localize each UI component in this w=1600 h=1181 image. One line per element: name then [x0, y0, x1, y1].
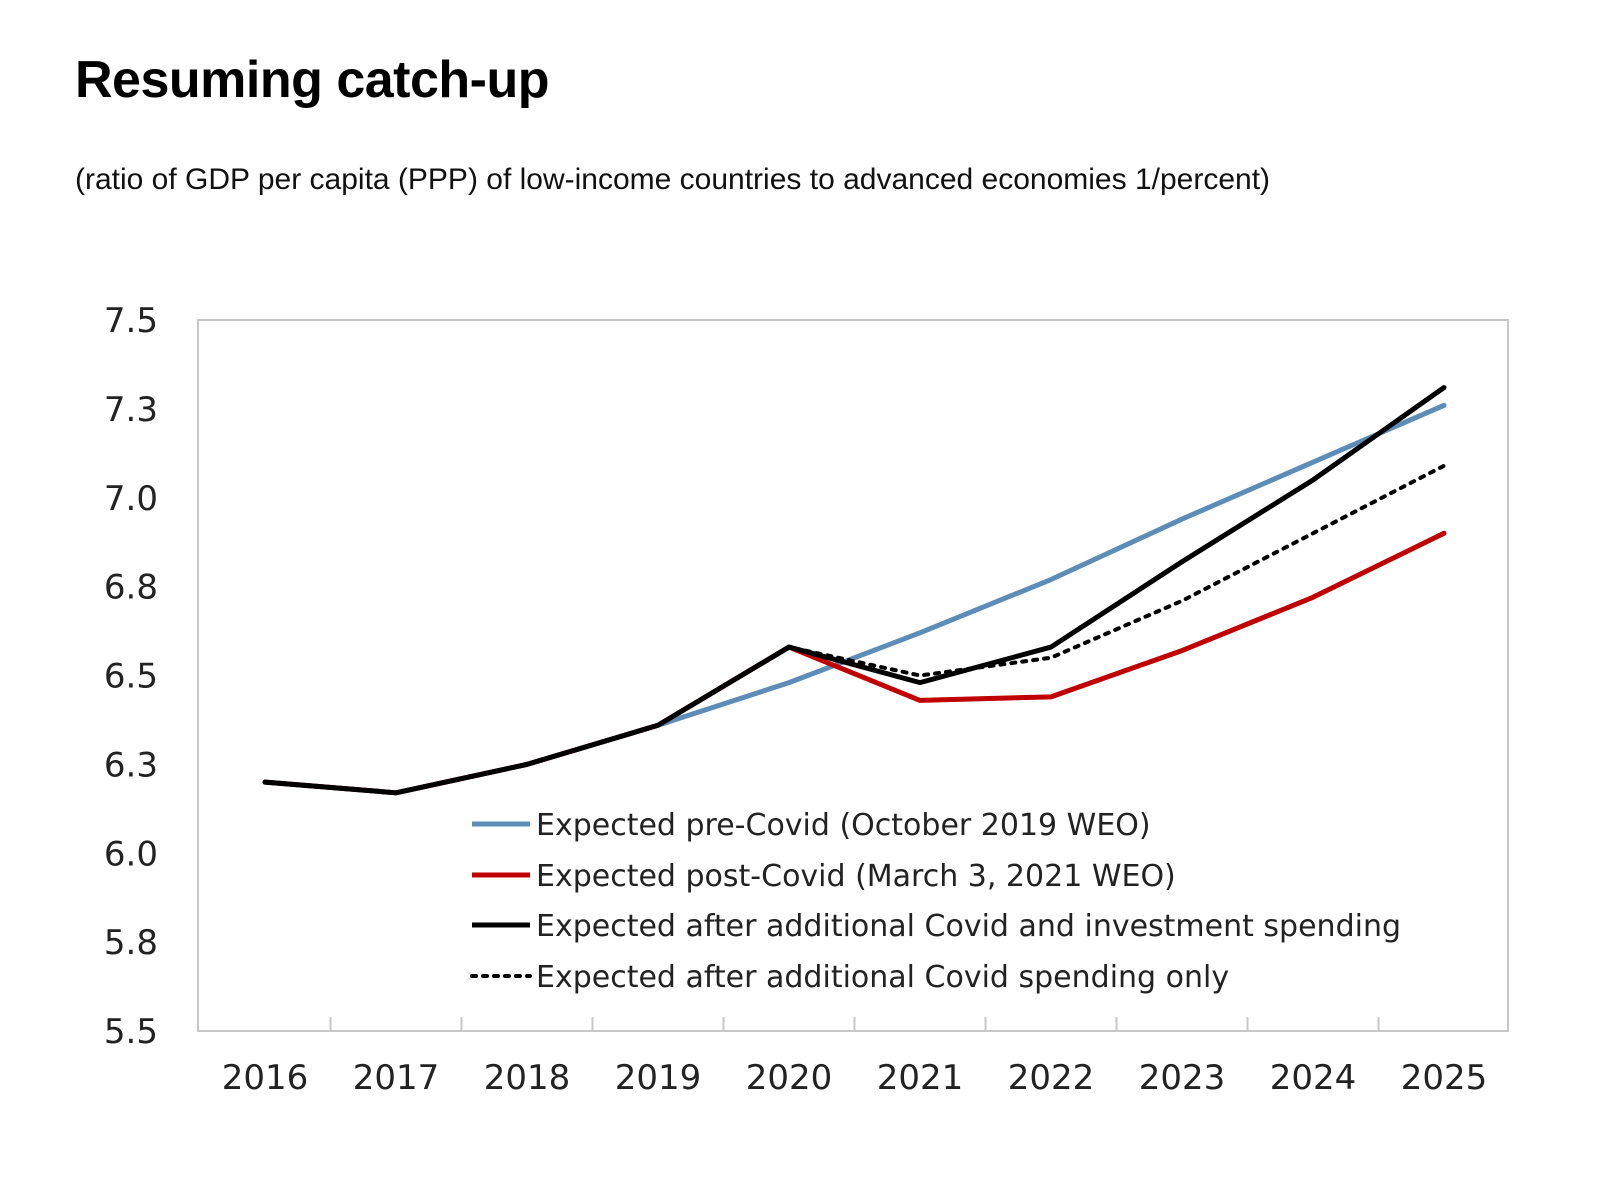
- legend-label: Expected post-Covid (March 3, 2021 WEO): [536, 859, 1176, 894]
- y-tick-label: 5.5: [104, 1012, 158, 1052]
- y-tick-label: 6.0: [104, 834, 158, 874]
- y-tick-label: 7.5: [104, 301, 158, 341]
- legend-label: Expected after additional Covid spending…: [536, 960, 1229, 995]
- x-tick-label: 2018: [484, 1058, 571, 1098]
- y-tick-label: 6.3: [104, 745, 158, 785]
- y-tick-label: 5.8: [104, 923, 158, 963]
- x-tick-label: 2023: [1139, 1058, 1226, 1098]
- series-line-4: [263, 463, 1446, 795]
- x-tick-label: 2024: [1270, 1058, 1357, 1098]
- x-tick-label: 2022: [1008, 1058, 1095, 1098]
- x-tick-label: 2021: [877, 1058, 964, 1098]
- series-line-1: [262, 402, 1447, 796]
- y-tick-label: 7.3: [104, 390, 158, 430]
- chart-title: Resuming catch-up: [75, 51, 550, 109]
- plot-area-frame: [197, 319, 1509, 1032]
- y-tick-label: 7.0: [104, 479, 158, 519]
- chart-subtitle: (ratio of GDP per capita (PPP) of low-in…: [75, 163, 1271, 196]
- x-tick-label: 2020: [746, 1058, 833, 1098]
- legend-label: Expected pre-Covid (October 2019 WEO): [536, 808, 1151, 843]
- series-line-3: [262, 385, 1447, 796]
- x-tick-label: 2025: [1401, 1058, 1488, 1098]
- x-tick-label: 2016: [222, 1058, 309, 1098]
- y-tick-label: 6.5: [104, 657, 158, 697]
- x-tick-label: 2017: [353, 1058, 440, 1098]
- legend-label: Expected after additional Covid and inve…: [536, 909, 1401, 944]
- y-tick-label: 6.8: [104, 568, 158, 608]
- x-tick-label: 2019: [615, 1058, 702, 1098]
